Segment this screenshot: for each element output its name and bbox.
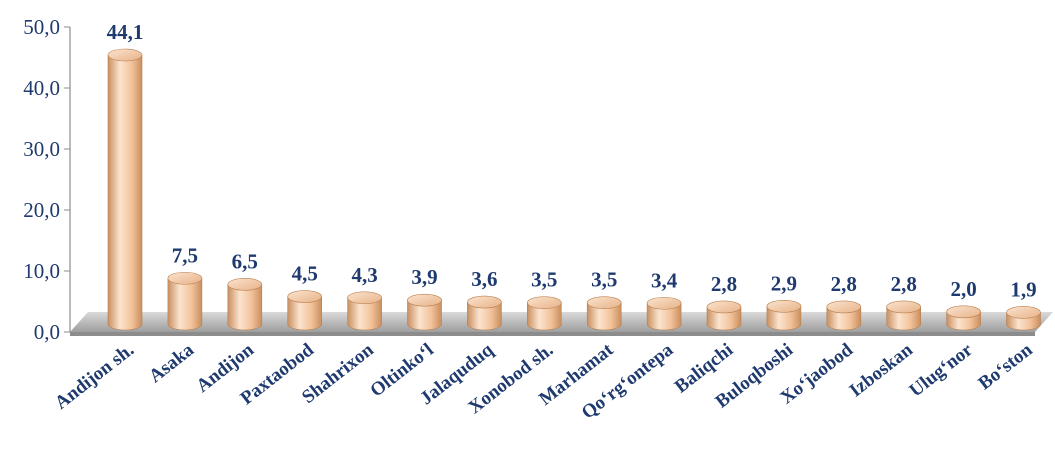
y-tick-label: 20,0 (23, 198, 60, 222)
data-label: 4,5 (292, 262, 318, 286)
y-axis: 0,0 10,0 20,0 30,0 40,0 50,0 (23, 15, 71, 344)
bar (1006, 306, 1041, 331)
bar (886, 300, 922, 331)
bar (946, 305, 981, 331)
bar (347, 291, 382, 331)
bar (107, 48, 143, 331)
data-label: 2,8 (711, 272, 737, 296)
data-label: 44,1 (107, 20, 144, 44)
data-label: 1,9 (1010, 277, 1036, 301)
y-tick-label: 40,0 (23, 76, 60, 100)
y-tick-label: 10,0 (23, 259, 60, 283)
x-tick-label: Andijon sh. (51, 339, 138, 413)
x-tick-label: Asaka (145, 339, 198, 387)
bar (766, 300, 802, 331)
bar (706, 300, 742, 331)
data-label: 2,0 (950, 277, 976, 301)
floor-edge (70, 332, 1035, 336)
bar (227, 278, 263, 331)
data-label: 6,5 (232, 249, 258, 273)
bar (826, 300, 862, 331)
y-tick-label: 30,0 (23, 137, 60, 161)
x-tick-label: Izboskan (846, 339, 918, 401)
data-labels: 44,1 7,5 6,5 4,5 4,3 3,9 3,6 3,5 3,5 3,4 2,8 2,9 2,8… (107, 20, 1037, 301)
data-label: 2,8 (831, 272, 857, 296)
data-label: 3,5 (591, 268, 617, 292)
bar (167, 271, 203, 331)
y-tick-label: 0,0 (34, 320, 60, 344)
data-label: 2,8 (891, 272, 917, 296)
bar (407, 293, 442, 331)
data-label: 2,9 (771, 271, 797, 295)
data-label: 3,9 (411, 265, 437, 289)
bar (586, 296, 622, 331)
bars (107, 48, 1041, 331)
y-tick-label: 50,0 (23, 15, 60, 39)
bar (646, 296, 682, 331)
bar (287, 290, 323, 331)
bar (467, 295, 502, 331)
data-label: 7,5 (172, 243, 198, 267)
bar (526, 296, 562, 331)
data-label: 4,3 (351, 263, 377, 287)
x-axis-labels: Andijon sh. AsakaAndijonPaxtaobodShahrixo… (51, 339, 1037, 424)
data-label: 3,5 (531, 268, 557, 292)
data-label: 3,4 (651, 268, 678, 292)
data-label: 3,6 (471, 267, 497, 291)
x-tick-label: Bo‘ston (975, 339, 1037, 394)
x-tick-label: Ulug‘nor (906, 339, 978, 401)
